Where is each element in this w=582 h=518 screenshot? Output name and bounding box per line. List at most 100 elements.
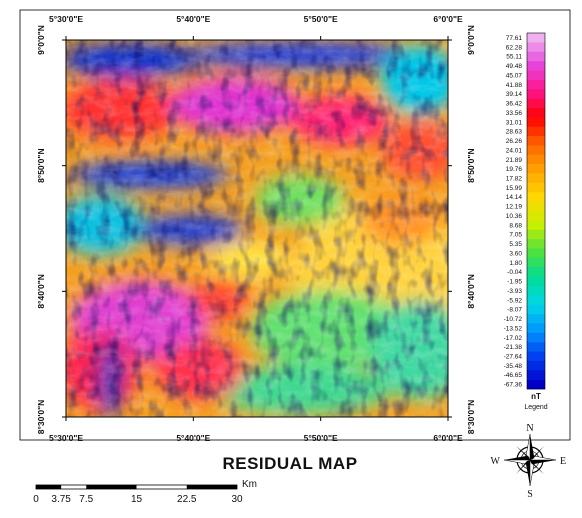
legend-unit: nT <box>531 392 541 401</box>
scale-label: 22.5 <box>177 494 197 505</box>
bottom-coord-label: 5°50'0"E <box>304 433 338 443</box>
scale-label: 7.5 <box>79 494 93 505</box>
legend-label: 62.28 <box>506 44 523 51</box>
legend-label: 3.60 <box>509 250 522 257</box>
legend-swatch <box>527 164 545 174</box>
top-coord-label: 5°40'0"E <box>176 14 210 24</box>
page: RESIDUAL MAP nT Legend N E S W Km 5°30'0… <box>0 0 582 518</box>
legend-swatch <box>527 145 545 155</box>
legend-label: 55.11 <box>506 54 522 61</box>
legend-swatch <box>527 183 545 193</box>
legend-swatch <box>527 370 545 380</box>
legend-label: 15.99 <box>506 185 523 192</box>
scale-label: 15 <box>131 494 143 505</box>
bottom-coord-label: 5°40'0"E <box>176 433 210 443</box>
legend-swatch <box>527 305 545 315</box>
legend-label: -0.04 <box>507 269 522 276</box>
legend-swatch <box>527 295 545 305</box>
legend-swatch <box>527 155 545 165</box>
map-raster <box>55 40 470 420</box>
left-coord-label: 9°0'0"N <box>36 25 46 55</box>
legend-label: -17.02 <box>504 335 523 342</box>
map-title: RESIDUAL MAP <box>222 454 357 473</box>
legend-label: 26.26 <box>506 138 523 145</box>
bottom-coord-label: 6°0'0"E <box>433 433 463 443</box>
top-coord-label: 6°0'0"E <box>433 14 463 24</box>
legend-label: 14.14 <box>506 194 523 201</box>
top-coord-label: 5°30'0"E <box>49 14 83 24</box>
legend-label: -5.92 <box>507 297 522 304</box>
compass-e: E <box>560 456 566 467</box>
scale-bar-segment <box>36 485 61 489</box>
legend-label: 12.19 <box>506 204 523 211</box>
scale-label: 0 <box>33 494 39 505</box>
legend-label: 17.82 <box>506 176 523 183</box>
legend-swatch <box>527 89 545 99</box>
bottom-coord-label: 5°30'0"E <box>49 433 83 443</box>
legend-swatch <box>527 277 545 287</box>
legend-label: 31.01 <box>506 119 523 126</box>
legend-swatch <box>527 80 545 90</box>
legend-label: 10.36 <box>506 213 523 220</box>
legend-swatch <box>527 323 545 333</box>
legend-swatch <box>527 136 545 146</box>
legend-label: 28.63 <box>506 129 523 136</box>
legend-label: 45.07 <box>506 72 523 79</box>
compass-s: S <box>527 489 533 500</box>
legend-swatch <box>527 220 545 230</box>
legend-label: 19.76 <box>506 166 523 173</box>
legend-label: -67.36 <box>504 382 523 389</box>
legend-label: 77.61 <box>506 35 523 42</box>
left-coord-label: 8°50'0"N <box>36 148 46 183</box>
legend-swatch <box>527 127 545 137</box>
legend-swatch <box>527 99 545 109</box>
legend-swatch <box>527 70 545 80</box>
legend-label: 39.14 <box>506 91 523 98</box>
legend-label: -13.52 <box>504 325 523 332</box>
left-coord-label: 8°40'0"N <box>36 274 46 309</box>
right-coord-label: 8°40'0"N <box>466 274 476 309</box>
legend-label: -8.07 <box>507 307 522 314</box>
legend-swatch <box>527 361 545 371</box>
legend-swatch <box>527 211 545 221</box>
legend-label: 33.56 <box>506 110 523 117</box>
legend-label: 41.88 <box>506 82 523 89</box>
scale-label: 3.75 <box>51 494 71 505</box>
legend-swatch <box>527 380 545 390</box>
legend-swatch <box>527 42 545 52</box>
right-coord-label: 8°50'0"N <box>466 148 476 183</box>
legend-swatch <box>527 286 545 296</box>
legend-swatch <box>527 33 545 43</box>
legend-label: 8.68 <box>509 222 522 229</box>
legend-swatch <box>527 117 545 127</box>
legend-swatch <box>527 314 545 324</box>
right-coord-label: 8°30'0"N <box>466 400 476 435</box>
legend-label: -3.93 <box>507 288 522 295</box>
legend-label: 1.80 <box>509 260 522 267</box>
legend-label: -27.64 <box>504 354 523 361</box>
top-coord-label: 5°50'0"E <box>304 14 338 24</box>
legend-label: 24.01 <box>506 147 523 154</box>
right-coord-label: 9°0'0"N <box>466 25 476 55</box>
legend-swatch <box>527 52 545 62</box>
legend-swatch <box>527 61 545 71</box>
legend-caption: Legend <box>524 404 547 411</box>
legend-label: 5.35 <box>509 241 522 248</box>
legend-swatch <box>527 258 545 268</box>
legend-label: -21.38 <box>504 344 523 351</box>
legend-swatch <box>527 248 545 258</box>
legend-swatch <box>527 333 545 343</box>
legend-swatch <box>527 108 545 118</box>
legend-label: 49.48 <box>506 63 523 70</box>
left-coord-label: 8°30'0"N <box>36 400 46 435</box>
legend-label: 7.05 <box>509 232 522 239</box>
legend-swatch <box>527 267 545 277</box>
legend-swatch <box>527 202 545 212</box>
legend-label: -35.48 <box>504 363 523 370</box>
legend-label: -46.65 <box>504 372 523 379</box>
legend-swatch <box>527 192 545 202</box>
scale-bar-segment <box>86 485 136 489</box>
legend-swatch <box>527 174 545 184</box>
legend-label: 21.89 <box>506 157 523 164</box>
legend-label: -1.95 <box>507 279 522 286</box>
